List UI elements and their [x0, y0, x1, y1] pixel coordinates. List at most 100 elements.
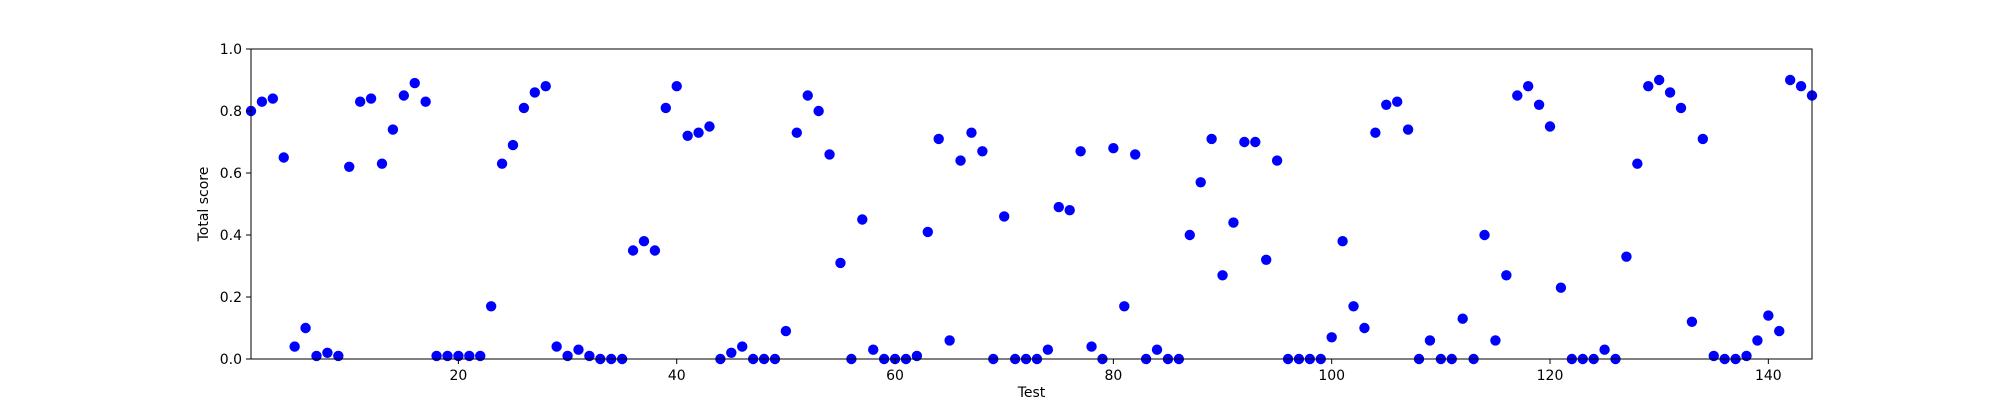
y-tick-label: 1.0	[220, 42, 242, 58]
data-point	[256, 96, 268, 107]
data-point	[1119, 301, 1130, 312]
x-tick-label: 40	[668, 368, 686, 384]
data-point	[442, 350, 453, 362]
data-point	[955, 155, 966, 166]
data-point	[1664, 87, 1676, 98]
data-point	[267, 93, 279, 104]
y-axis-label: Total score	[196, 167, 212, 243]
data-point	[1599, 344, 1610, 355]
data-point	[660, 102, 672, 114]
data-point	[922, 226, 933, 238]
data-point	[944, 335, 955, 346]
data-point	[1621, 251, 1632, 262]
data-point	[835, 257, 846, 269]
y-tick-label: 0.4	[220, 228, 242, 244]
data-point	[1795, 81, 1807, 92]
data-point	[1686, 316, 1698, 327]
data-point	[1042, 344, 1054, 355]
data-point	[354, 96, 366, 107]
x-tick-label: 60	[886, 368, 904, 384]
data-point	[1239, 136, 1250, 148]
data-point	[1250, 136, 1261, 148]
data-point	[507, 139, 519, 151]
data-point	[1424, 335, 1436, 346]
data-point	[398, 90, 410, 101]
data-point	[1381, 99, 1392, 111]
data-points	[245, 74, 1818, 365]
x-axis-label: Test	[1017, 385, 1046, 400]
data-point	[1555, 282, 1567, 293]
y-axis-ticks: 0.0 0.2 0.4 0.6 0.8 1.0	[220, 42, 251, 368]
data-point	[1108, 143, 1119, 154]
data-point	[584, 350, 595, 362]
data-point	[562, 350, 573, 362]
data-point	[638, 236, 650, 247]
data-point	[1741, 350, 1752, 362]
data-point	[1522, 81, 1534, 92]
data-point	[573, 344, 584, 355]
data-point	[933, 133, 944, 145]
data-point	[693, 127, 704, 138]
y-tick-label: 0.0	[220, 352, 242, 368]
data-point	[726, 347, 737, 358]
data-point	[1763, 310, 1774, 321]
data-point	[780, 325, 792, 337]
data-point	[278, 152, 289, 163]
data-point	[431, 350, 442, 362]
data-point	[1391, 96, 1403, 107]
data-point	[475, 350, 486, 362]
data-point	[1184, 229, 1195, 241]
data-point	[485, 301, 497, 312]
data-point	[453, 350, 464, 362]
x-tick-label: 140	[1755, 368, 1782, 384]
data-point	[311, 350, 322, 362]
data-point	[551, 341, 562, 352]
data-point	[1697, 133, 1709, 145]
data-point	[518, 102, 530, 114]
data-point	[420, 96, 431, 107]
data-point	[911, 350, 923, 362]
data-point	[857, 214, 868, 225]
data-point	[1151, 344, 1163, 355]
x-tick-label: 100	[1318, 368, 1345, 384]
data-point	[1544, 121, 1556, 132]
y-tick-label: 0.2	[220, 290, 242, 306]
data-point	[1479, 229, 1490, 241]
data-point	[977, 146, 988, 157]
x-tick-label: 120	[1537, 368, 1564, 384]
data-point	[496, 158, 508, 169]
data-point	[1228, 217, 1239, 228]
data-point	[1643, 81, 1654, 92]
data-point	[671, 81, 682, 92]
data-point	[376, 158, 388, 169]
data-point	[1708, 350, 1719, 362]
data-point	[1533, 99, 1545, 111]
data-point	[1075, 146, 1086, 157]
data-point	[464, 350, 475, 362]
plot-frame	[250, 48, 1813, 360]
data-point	[737, 341, 748, 352]
data-point	[333, 350, 344, 362]
data-point	[791, 127, 802, 138]
data-point	[1195, 177, 1206, 188]
data-point	[999, 211, 1010, 222]
data-point	[1402, 124, 1414, 135]
x-tick-label: 80	[1104, 368, 1122, 384]
y-tick-label: 0.8	[220, 104, 242, 120]
data-point	[365, 93, 377, 104]
data-point	[1752, 335, 1763, 346]
data-point	[1370, 127, 1381, 138]
data-point	[1053, 201, 1064, 213]
data-point	[1632, 158, 1643, 169]
data-point	[322, 347, 333, 358]
data-point	[300, 322, 311, 334]
x-axis-ticks: 20 40 60 80 100 120 140	[449, 359, 1782, 384]
data-point	[1774, 325, 1785, 337]
data-point	[540, 81, 551, 92]
data-point	[1326, 332, 1337, 343]
data-point	[966, 127, 977, 138]
data-point	[682, 130, 693, 141]
data-point	[1217, 270, 1228, 281]
data-point	[802, 90, 813, 101]
